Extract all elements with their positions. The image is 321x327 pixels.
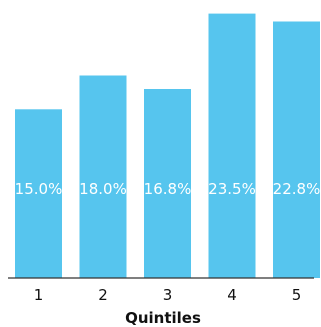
x-tick-label-4: 4 [227,286,237,304]
bar-data-label-5: 22.8% [273,180,321,198]
bar-4 [208,13,256,278]
bar-data-label-2: 18.0% [79,180,127,198]
bar-labels-group: 15.0% 18.0% 16.8% 23.5% 22.8% [15,180,321,198]
x-tick-label-2: 2 [98,286,108,304]
bar-1 [15,109,62,279]
bar-data-label-1: 15.0% [15,180,63,198]
x-tick-label-1: 1 [34,286,44,304]
bars-group [15,13,320,279]
x-tick-label-3: 3 [163,286,173,304]
x-tick-label-5: 5 [292,286,302,304]
x-tick-labels-group: 1 2 3 4 5 [34,286,302,304]
bar-3 [144,89,191,278]
x-axis-title: Quintiles [125,309,201,327]
bar-2 [79,75,127,278]
bar-data-label-4: 23.5% [208,180,256,198]
bar-data-label-3: 16.8% [144,180,192,198]
bar-5 [273,21,320,278]
